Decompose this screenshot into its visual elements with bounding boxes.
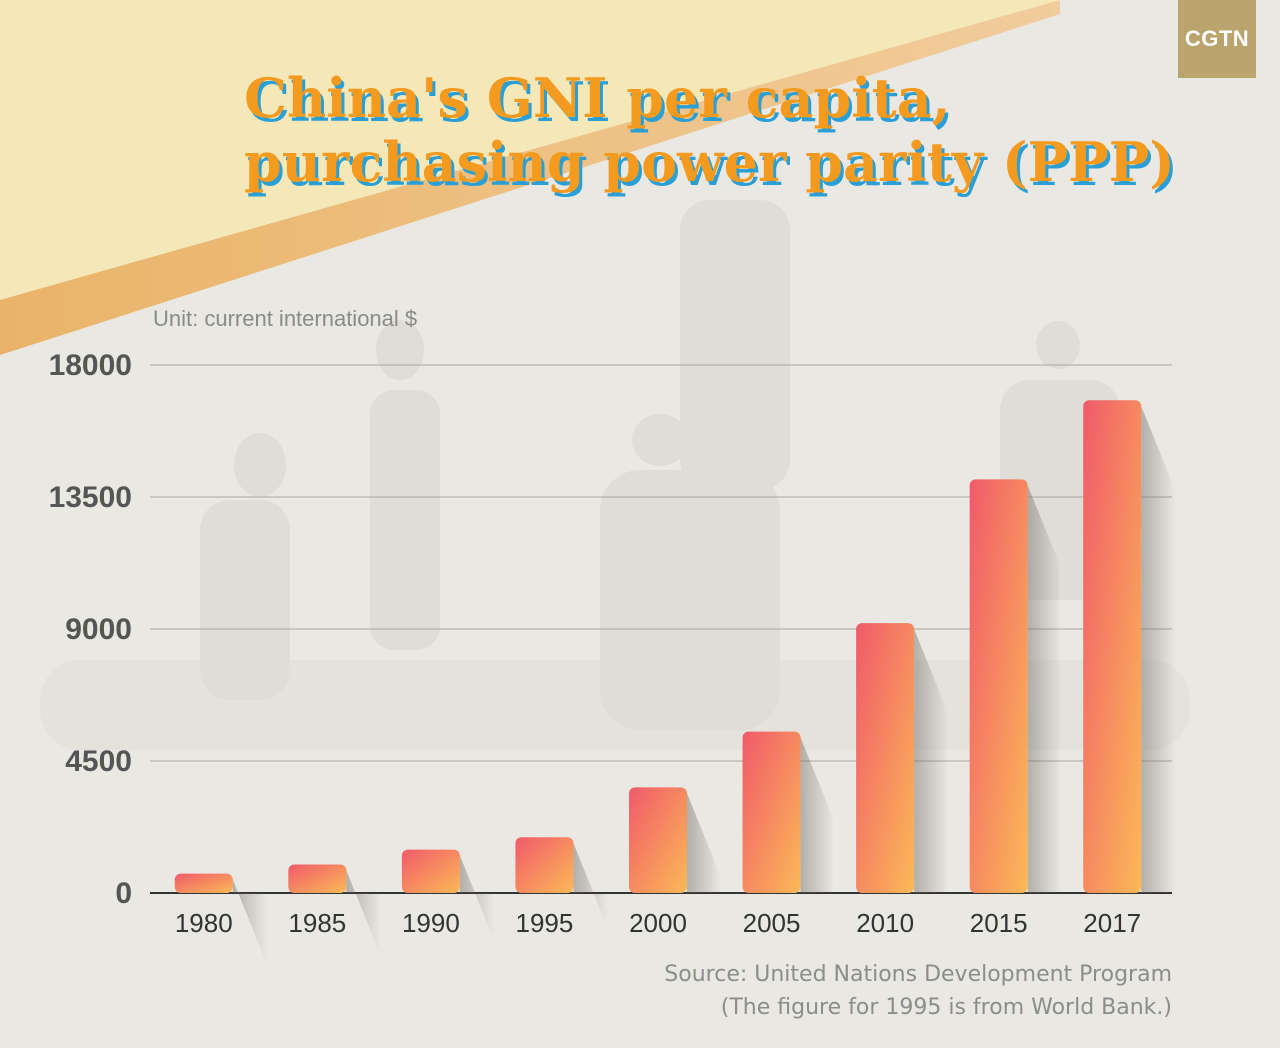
bar-2017: [1083, 400, 1142, 893]
x-tick-label: 2005: [743, 908, 801, 938]
bar-shadow: [800, 737, 835, 893]
bar-1990: [401, 849, 460, 893]
y-tick-label: 0: [115, 877, 132, 910]
x-tick-label: 1990: [402, 908, 460, 938]
bar-1995: [515, 837, 574, 893]
cgtn-logo: CGTN: [1178, 0, 1256, 78]
x-tick-label: 2015: [970, 908, 1028, 938]
y-tick-label: 18000: [49, 349, 132, 382]
bar-1980: [174, 873, 233, 893]
x-tick-label: 2010: [856, 908, 914, 938]
bar-shadow: [1141, 406, 1176, 893]
chart-title: China's GNI per capita, purchasing power…: [244, 66, 1204, 194]
title-line-2: purchasing power parity (PPP): [244, 130, 1175, 194]
source-line-1: Source: United Nations Development Progr…: [664, 962, 1172, 987]
bar-shadow: [1027, 485, 1062, 893]
bar-1985: [288, 864, 347, 893]
x-tick-label: 2017: [1083, 908, 1141, 938]
bar-shadow: [232, 879, 267, 964]
bar-2015: [969, 479, 1028, 893]
bar-2005: [742, 731, 801, 893]
y-tick-label: 13500: [49, 481, 132, 514]
bar-shadow: [573, 843, 608, 928]
bar-shadow: [459, 855, 494, 940]
bar-shadow: [346, 870, 381, 955]
bar-shadow: [687, 793, 721, 893]
x-tick-label: 1980: [175, 908, 233, 938]
unit-label: Unit: current international $: [153, 306, 418, 331]
bar-2010: [856, 623, 915, 893]
x-tick-label: 1985: [288, 908, 346, 938]
source-line-2: (The figure for 1995 is from World Bank.…: [720, 995, 1172, 1020]
y-tick-label: 9000: [65, 613, 132, 646]
x-tick-label: 1995: [516, 908, 574, 938]
x-tick-label: 2000: [629, 908, 687, 938]
y-tick-label: 4500: [65, 745, 132, 778]
source-note: Source: United Nations Development Progr…: [664, 958, 1172, 1024]
bar-2000: [629, 787, 687, 893]
title-line-1: China's GNI per capita,: [244, 66, 951, 130]
bar-shadow: [914, 629, 949, 893]
